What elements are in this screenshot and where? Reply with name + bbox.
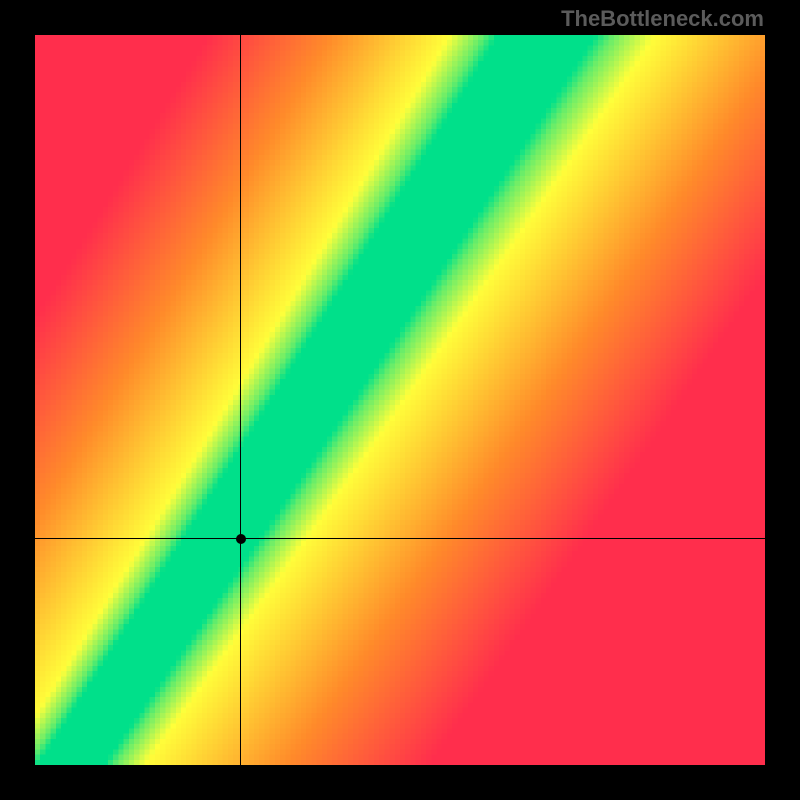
marker-point — [236, 534, 246, 544]
watermark-text: TheBottleneck.com — [561, 6, 764, 32]
crosshair-horizontal — [35, 538, 765, 539]
plot-area — [35, 35, 765, 765]
crosshair-vertical — [240, 35, 241, 765]
chart-container: TheBottleneck.com — [0, 0, 800, 800]
heatmap-canvas — [35, 35, 765, 765]
